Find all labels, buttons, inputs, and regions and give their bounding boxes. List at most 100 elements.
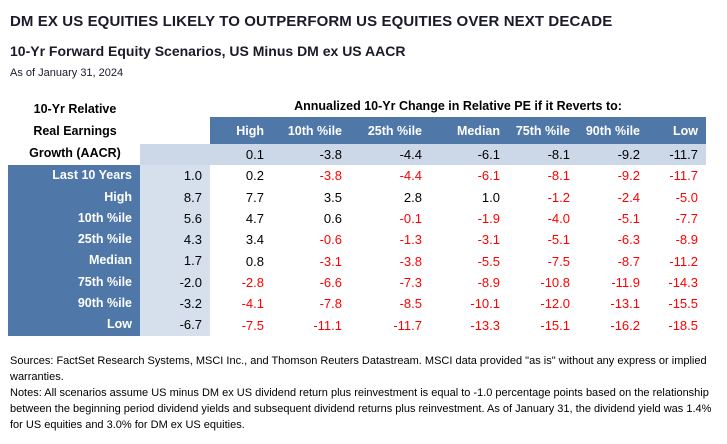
scenario-value-cell: -0.1 (399, 211, 422, 227)
scenario-value-cell: 7.7 (245, 189, 264, 205)
scenario-value-cell: -6.3 (617, 232, 640, 248)
scenario-value-cell: -1.2 (547, 189, 570, 205)
row-axis-header-line-3: Growth (AACR) (29, 146, 121, 160)
column-axis-header: Annualized 10-Yr Change in Relative PE i… (294, 99, 622, 113)
pe-change-cell: 0.1 (245, 147, 264, 162)
scenario-value-cell: -13.3 (470, 317, 500, 333)
table-row: High 8.7 7.7 3.5 2.8 1.0 -1.2 -2.4 -5.0 (8, 186, 706, 208)
assumptions-note: Notes: All scenarios assume US minus DM … (10, 387, 712, 431)
scenario-value-cell: -7.5 (241, 317, 264, 333)
scenario-value-cell: -3.1 (477, 232, 500, 248)
scenario-value-cell: -7.5 (547, 253, 570, 269)
scenario-value-cell: -4.0 (547, 211, 570, 227)
column-header-75th-ile: 75th %ile (515, 123, 570, 138)
pe-change-cell: -9.2 (617, 147, 640, 162)
aacr-value-cell: 5.6 (140, 207, 210, 230)
scenario-value-cell: -1.9 (477, 211, 500, 227)
scenario-value-cell: -13.1 (610, 296, 640, 312)
table-row: Last 10 Years 1.0 0.2 -3.8 -4.4 -6.1 -8.1 -9.2 -… (8, 165, 706, 187)
scenario-value-cell: -9.2 (617, 168, 640, 184)
scenario-matrix-table: 10-Yr Relative Real Earnings Growth (AAC… (8, 97, 706, 338)
aacr-value-cell: -2.0 (140, 271, 210, 294)
scenario-value-cell: 0.8 (245, 253, 264, 269)
footnotes: Sources: FactSet Research Systems, MSCI … (10, 353, 718, 433)
aacr-value-cell: 1.0 (140, 165, 210, 187)
scenario-value-cell: -18.5 (668, 317, 698, 333)
scenario-value-cell: -5.0 (675, 189, 698, 205)
scenario-value-cell: -11.7 (669, 168, 698, 184)
scenario-value-cell: -11.7 (393, 317, 422, 333)
scenario-value-cell: -10.1 (470, 296, 500, 312)
aacr-value-cell: -6.7 (140, 314, 210, 336)
aacr-value-cell: 8.7 (140, 186, 210, 208)
scenario-value-cell: -14.3 (668, 274, 698, 290)
row-label: 25th %ile (8, 229, 140, 251)
scenario-value-cell: -5.1 (547, 232, 570, 248)
exhibit-title: DM EX US EQUITIES LIKELY TO OUTPERFORM U… (10, 13, 613, 30)
scenario-value-cell: -0.6 (319, 232, 342, 248)
scenario-value-cell: -8.1 (547, 168, 570, 184)
table-row: 90th %ile -3.2 -4.1 -7.8 -8.5 -10.1 -12.0 -13.1… (8, 293, 706, 315)
aacr-value-cell: -3.2 (140, 293, 210, 315)
table-row: 10th %ile 5.6 4.7 0.6 -0.1 -1.9 -4.0 -5.1 -7.7 (8, 207, 706, 230)
pe-change-cell: -6.1 (477, 147, 500, 162)
column-header-10th-ile: 10th %ile (287, 123, 342, 138)
table-row: 75th %ile -2.0 -2.8 -6.6 -7.3 -8.9 -10.8 -11.9 -… (8, 271, 706, 294)
scenario-value-cell: -5.5 (477, 253, 500, 269)
scenario-value-cell: -3.8 (319, 168, 342, 184)
scenario-value-cell: -3.1 (319, 253, 342, 269)
scenario-value-cell: -8.9 (675, 232, 698, 248)
column-header-band: High 10th %ile 25th %ile Median 75th %ile 90t… (210, 117, 706, 144)
scenario-value-cell: -12.0 (540, 296, 570, 312)
scenario-value-cell: 0.2 (245, 168, 264, 184)
table-row: Low -6.7 -7.5 -11.1 -11.7 -13.3 -15.1 -16.2 -18.… (8, 314, 706, 336)
column-header-25th-ile: 25th %ile (367, 123, 422, 138)
scenario-value-cell: 3.4 (245, 232, 264, 248)
row-label: High (8, 186, 140, 208)
aacr-empty-cell (140, 144, 210, 165)
scenario-value-cell: -7.7 (675, 211, 698, 227)
scenario-value-cell: -8.5 (399, 296, 422, 312)
scenario-value-cell: 2.8 (403, 189, 422, 205)
column-header-90th-ile: 90th %ile (585, 123, 640, 138)
pe-change-cell: -11.7 (669, 147, 698, 162)
table-body: Last 10 Years 1.0 0.2 -3.8 -4.4 -6.1 -8.1 -9.2-… (8, 165, 706, 336)
scenario-value-cell: -3.8 (399, 253, 422, 269)
scenario-value-cell: -15.5 (668, 296, 698, 312)
row-axis-header-line-2: Real Earnings (33, 124, 117, 138)
pe-change-cell: -8.1 (547, 147, 570, 162)
aacr-value-cell: 4.3 (140, 229, 210, 251)
as-of-date: As of January 31, 2024 (10, 67, 124, 79)
scenario-value-cell: 0.6 (323, 211, 342, 227)
scenario-value-cell: -2.8 (241, 274, 264, 290)
exhibit-subtitle: 10-Yr Forward Equity Scenarios, US Minus… (10, 43, 406, 59)
table-row: Median 1.7 0.8 -3.1 -3.8 -5.5 -7.5 -8.7 -11.2 (8, 250, 706, 272)
scenario-value-cell: -4.1 (241, 296, 264, 312)
scenario-value-cell: -1.3 (399, 232, 422, 248)
scenario-value-cell: -2.4 (617, 189, 640, 205)
scenario-value-cell: -8.7 (617, 253, 640, 269)
scenario-value-cell: -11.2 (669, 253, 698, 269)
scenario-value-cell: -6.1 (477, 168, 500, 184)
scenario-value-cell: -6.6 (319, 274, 342, 290)
scenario-value-cell: 3.5 (323, 189, 342, 205)
scenario-value-cell: -10.8 (540, 274, 570, 290)
column-header-median: Median (456, 123, 500, 138)
pe-change-cell: -3.8 (319, 147, 342, 162)
row-label: Low (8, 314, 140, 336)
scenario-value-cell: -11.1 (313, 317, 342, 333)
row-axis-header-line-1: 10-Yr Relative (33, 102, 117, 116)
aacr-value-cell: 1.7 (140, 250, 210, 272)
row-label: Median (8, 250, 140, 272)
row-axis-header: 10-Yr Relative Real Earnings Growth (AAC… (8, 98, 142, 164)
row-label: Last 10 Years (8, 165, 140, 187)
row-label: 90th %ile (8, 293, 140, 315)
table-row: 25th %ile 4.3 3.4 -0.6 -1.3 -3.1 -5.1 -6.3 -8.9 (8, 229, 706, 251)
sources-note: Sources: FactSet Research Systems, MSCI … (10, 355, 707, 383)
scenario-value-cell: -16.2 (610, 317, 640, 333)
column-header-low: Low (673, 123, 698, 138)
row-label: 75th %ile (8, 271, 140, 294)
current-pe-change-row: 0.1 -3.8 -4.4 -6.1 -8.1 -9.2 -11.7 (140, 144, 706, 165)
scenario-value-cell: -15.1 (540, 317, 570, 333)
